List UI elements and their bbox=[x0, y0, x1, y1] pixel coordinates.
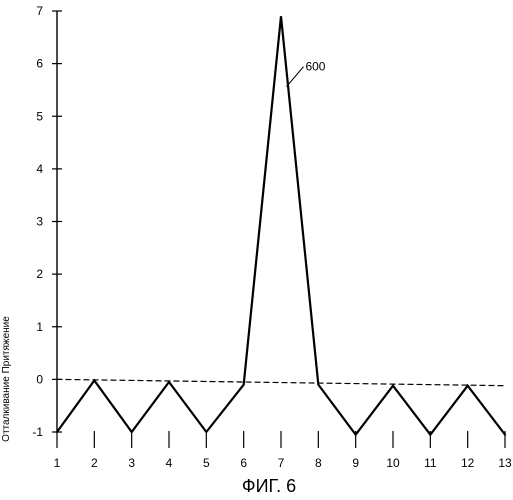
y-tick-label: 3 bbox=[36, 215, 43, 229]
x-tick-label: 8 bbox=[315, 456, 322, 470]
y-tick-label: -1 bbox=[32, 425, 43, 439]
annotation-leader-line bbox=[286, 67, 303, 87]
x-tick-label: 13 bbox=[498, 456, 512, 470]
y-tick-label: 7 bbox=[36, 4, 43, 18]
annotation-layer: 600 bbox=[286, 60, 325, 87]
x-tick-label: 10 bbox=[386, 456, 400, 470]
x-axis: 12345678910111213 bbox=[54, 431, 512, 470]
dashed-series-line bbox=[57, 379, 505, 385]
solid-series-line bbox=[57, 16, 505, 434]
x-tick-label: 3 bbox=[128, 456, 135, 470]
y-tick-label: 5 bbox=[36, 109, 43, 123]
x-tick-label: 9 bbox=[352, 456, 359, 470]
y-axis-label: Отталкивание Притяжение bbox=[1, 316, 12, 442]
y-tick-label: 0 bbox=[36, 372, 43, 386]
x-tick-label: 7 bbox=[278, 456, 285, 470]
x-tick-label: 2 bbox=[91, 456, 98, 470]
figure-caption: ФИГ. 6 bbox=[242, 476, 296, 496]
annotation-label: 600 bbox=[305, 60, 325, 74]
x-tick-label: 1 bbox=[54, 456, 61, 470]
y-tick-label: 6 bbox=[36, 57, 43, 71]
x-tick-label: 5 bbox=[203, 456, 210, 470]
y-tick-label: 2 bbox=[36, 267, 43, 281]
series-layer bbox=[57, 16, 505, 434]
y-tick-label: 4 bbox=[36, 162, 43, 176]
x-tick-label: 12 bbox=[461, 456, 475, 470]
x-tick-label: 6 bbox=[240, 456, 247, 470]
x-tick-label: 4 bbox=[166, 456, 173, 470]
y-tick-label: 1 bbox=[36, 320, 43, 334]
x-tick-label: 11 bbox=[424, 456, 437, 470]
y-axis: -1 0 1 2 3 4 5 6 7 bbox=[32, 4, 62, 439]
